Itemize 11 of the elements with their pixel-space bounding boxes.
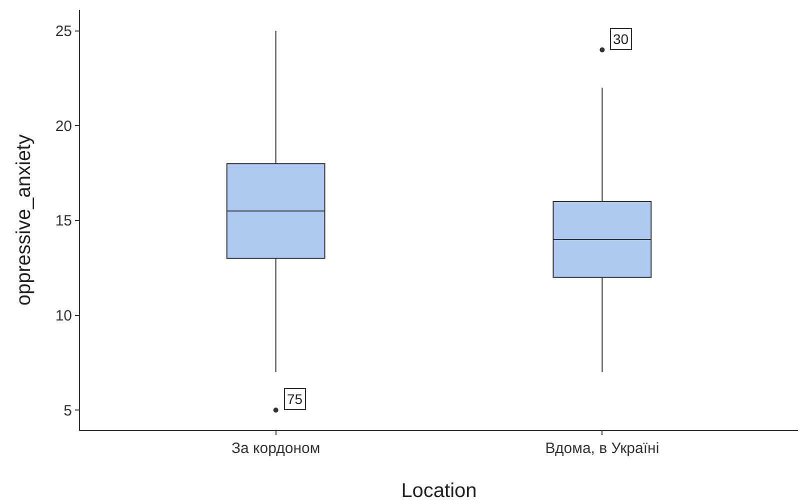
y-tick-label: 5 <box>64 402 72 420</box>
y-tick-label: 10 <box>55 308 72 325</box>
annotation: 30 <box>613 31 629 47</box>
x-tick-label: Вдома, в Україні <box>545 440 660 457</box>
y-tick-label: 20 <box>55 118 72 135</box>
x-tick-label: За кордоном <box>231 440 320 457</box>
y-axis-title: oppressive_anxiety <box>13 134 35 306</box>
x-axis-title: Location <box>401 480 477 502</box>
y-tick-label: 15 <box>55 212 72 230</box>
annotation: 75 <box>287 391 303 407</box>
y-tick-label: 25 <box>55 23 72 40</box>
